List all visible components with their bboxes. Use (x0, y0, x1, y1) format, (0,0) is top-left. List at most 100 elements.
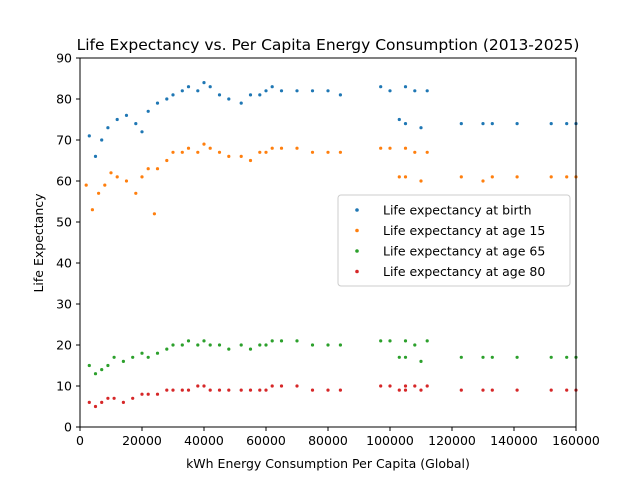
data-point (217, 388, 222, 392)
data-point (196, 89, 200, 93)
data-point (490, 355, 494, 359)
data-point (295, 89, 299, 93)
data-point (239, 343, 243, 347)
data-point (186, 339, 191, 343)
data-point (549, 388, 553, 392)
data-point (397, 355, 401, 359)
legend-label: Life expectancy at age 15 (383, 223, 545, 238)
data-point (171, 343, 175, 347)
data-point (155, 101, 160, 105)
data-point (87, 400, 91, 404)
data-point (112, 355, 116, 359)
chart-title: Life Expectancy vs. Per Capita Energy Co… (77, 36, 580, 54)
data-point (481, 122, 485, 126)
data-point (93, 404, 98, 409)
data-point (115, 175, 119, 179)
data-point (146, 109, 150, 113)
data-point (140, 392, 144, 396)
data-point (103, 183, 107, 187)
data-point (279, 89, 284, 93)
data-point (270, 85, 274, 89)
data-point (459, 175, 463, 179)
data-point (264, 388, 268, 392)
data-point (208, 146, 212, 150)
data-point (155, 351, 160, 355)
data-point (279, 146, 284, 150)
data-point (403, 146, 408, 150)
data-point (490, 175, 494, 179)
y-tick-label: 10 (56, 379, 72, 394)
data-point (131, 355, 135, 359)
data-point (459, 122, 463, 126)
data-point (208, 85, 212, 89)
y-tick-label: 60 (56, 174, 72, 189)
data-point (481, 388, 485, 392)
data-point (459, 355, 463, 359)
data-point (180, 150, 184, 154)
data-point (165, 347, 169, 351)
data-point (549, 355, 553, 359)
data-point (87, 363, 91, 368)
y-tick-label: 70 (56, 133, 72, 148)
data-point (106, 396, 110, 400)
data-point (270, 339, 274, 343)
series-1 (87, 81, 578, 158)
data-point (490, 388, 494, 392)
data-point (155, 392, 160, 396)
data-point (565, 122, 569, 126)
data-point (97, 191, 101, 195)
data-point (379, 339, 383, 343)
data-point (217, 150, 222, 154)
data-point (295, 384, 299, 388)
data-point (481, 355, 485, 359)
x-tick-label: 60000 (246, 433, 286, 448)
x-tick-label: 0 (76, 433, 84, 448)
data-point (100, 368, 104, 372)
legend-item: Life expectancy at age 65 (355, 244, 545, 259)
data-point (109, 171, 113, 175)
data-point (295, 146, 299, 150)
data-point (140, 175, 144, 179)
data-point (186, 85, 191, 89)
data-point (131, 396, 135, 400)
data-point (565, 355, 569, 359)
data-point (196, 150, 200, 154)
data-point (326, 388, 330, 392)
data-point (379, 146, 383, 150)
data-point (248, 158, 253, 163)
data-point (413, 343, 417, 347)
data-point (490, 122, 494, 126)
data-point (338, 150, 342, 154)
data-point (515, 355, 519, 359)
data-point (403, 388, 408, 392)
x-tick-label: 40000 (184, 433, 224, 448)
x-tick-label: 160000 (552, 433, 600, 448)
y-tick-label: 80 (56, 92, 72, 107)
x-tick-label: 140000 (490, 433, 538, 448)
y-axis: 0 10 20 30 40 50 60 70 80 90 (56, 51, 80, 435)
data-point (425, 150, 429, 154)
data-point (180, 343, 184, 347)
data-point (279, 339, 284, 343)
data-point (549, 122, 553, 126)
data-point (196, 343, 200, 347)
data-point (124, 113, 129, 117)
data-point (239, 101, 243, 105)
data-point (121, 400, 125, 404)
data-point (338, 93, 342, 97)
data-point (264, 343, 268, 347)
data-point (403, 339, 408, 343)
data-point (403, 85, 408, 89)
data-point (165, 388, 169, 392)
data-point (413, 384, 417, 388)
data-point (202, 142, 206, 146)
data-point (227, 154, 231, 158)
data-point (295, 339, 299, 343)
data-point (379, 85, 383, 89)
data-point (515, 122, 519, 126)
data-point (208, 388, 212, 392)
series-4 (87, 384, 578, 409)
x-axis-label: kWh Energy Consumption Per Capita (Globa… (186, 456, 470, 471)
data-point (112, 396, 116, 400)
legend-item: Life expectancy at birth (355, 203, 532, 218)
